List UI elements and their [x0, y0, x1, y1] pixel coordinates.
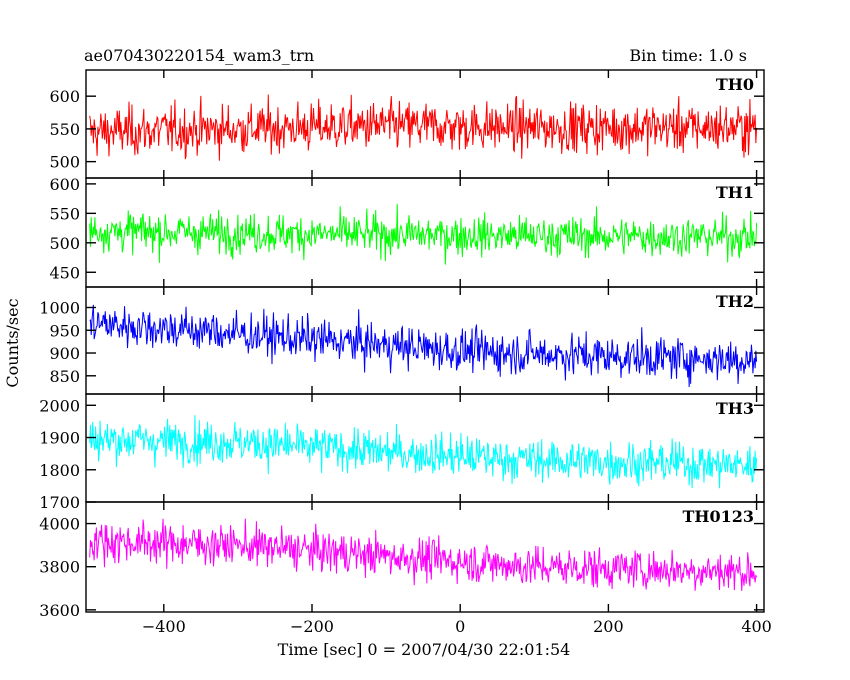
- y-tick-label-th2: 950: [49, 321, 80, 340]
- y-tick-label-th0123: 3600: [39, 601, 80, 620]
- x-axis-label: Time [sec] 0 = 2007/04/30 22:01:54: [278, 640, 571, 659]
- panel-name-th3: TH3: [716, 399, 754, 418]
- y-tick-label-th1: 450: [49, 263, 80, 282]
- series-line-th3: [89, 415, 758, 489]
- x-tick-label: 200: [593, 617, 624, 636]
- y-tick-label-th0123: 4000: [39, 515, 80, 534]
- y-tick-label-th3: 1800: [39, 461, 80, 480]
- y-tick-label-th3: 1900: [39, 429, 80, 448]
- y-tick-label-th3: 2000: [39, 396, 80, 415]
- y-tick-label-th0123: 3800: [39, 558, 80, 577]
- series-line-th2: [89, 304, 758, 388]
- chart-title-right: Bin time: 1.0 s: [629, 46, 747, 65]
- panel-name-th0: TH0: [716, 75, 754, 94]
- x-tick-label: −200: [290, 617, 334, 636]
- x-tick-label: 400: [741, 617, 772, 636]
- panels-group: 500 550 600 TH0 450 500 550 600 TH1 850 900 950 1000…: [39, 69, 772, 636]
- y-tick-label-th1: 500: [49, 234, 80, 253]
- y-tick-label-th3: 1700: [39, 493, 80, 512]
- y-axis-label: Counts/sec: [3, 298, 22, 387]
- y-tick-label-th0: 600: [49, 87, 80, 106]
- panel-frame-th0123: [85, 501, 765, 613]
- y-tick-label-th0: 500: [49, 153, 80, 172]
- panel-name-th2: TH2: [716, 292, 754, 311]
- x-tick-label: 0: [455, 617, 465, 636]
- series-line-th0123: [89, 518, 758, 591]
- series-line-th0: [89, 94, 758, 161]
- chart-title-left: ae070430220154_wam3_trn: [84, 46, 314, 65]
- y-tick-label-th0: 550: [49, 120, 80, 139]
- panel-name-th1: TH1: [716, 183, 754, 202]
- y-tick-label-th2: 850: [49, 367, 80, 386]
- x-tick-label: −400: [142, 617, 186, 636]
- y-tick-label-th2: 1000: [39, 298, 80, 317]
- series-line-th1: [89, 203, 758, 265]
- y-tick-label-th2: 900: [49, 344, 80, 363]
- y-tick-label-th1: 600: [49, 175, 80, 194]
- y-tick-label-th1: 550: [49, 204, 80, 223]
- panel-name-th0123: TH0123: [682, 507, 754, 526]
